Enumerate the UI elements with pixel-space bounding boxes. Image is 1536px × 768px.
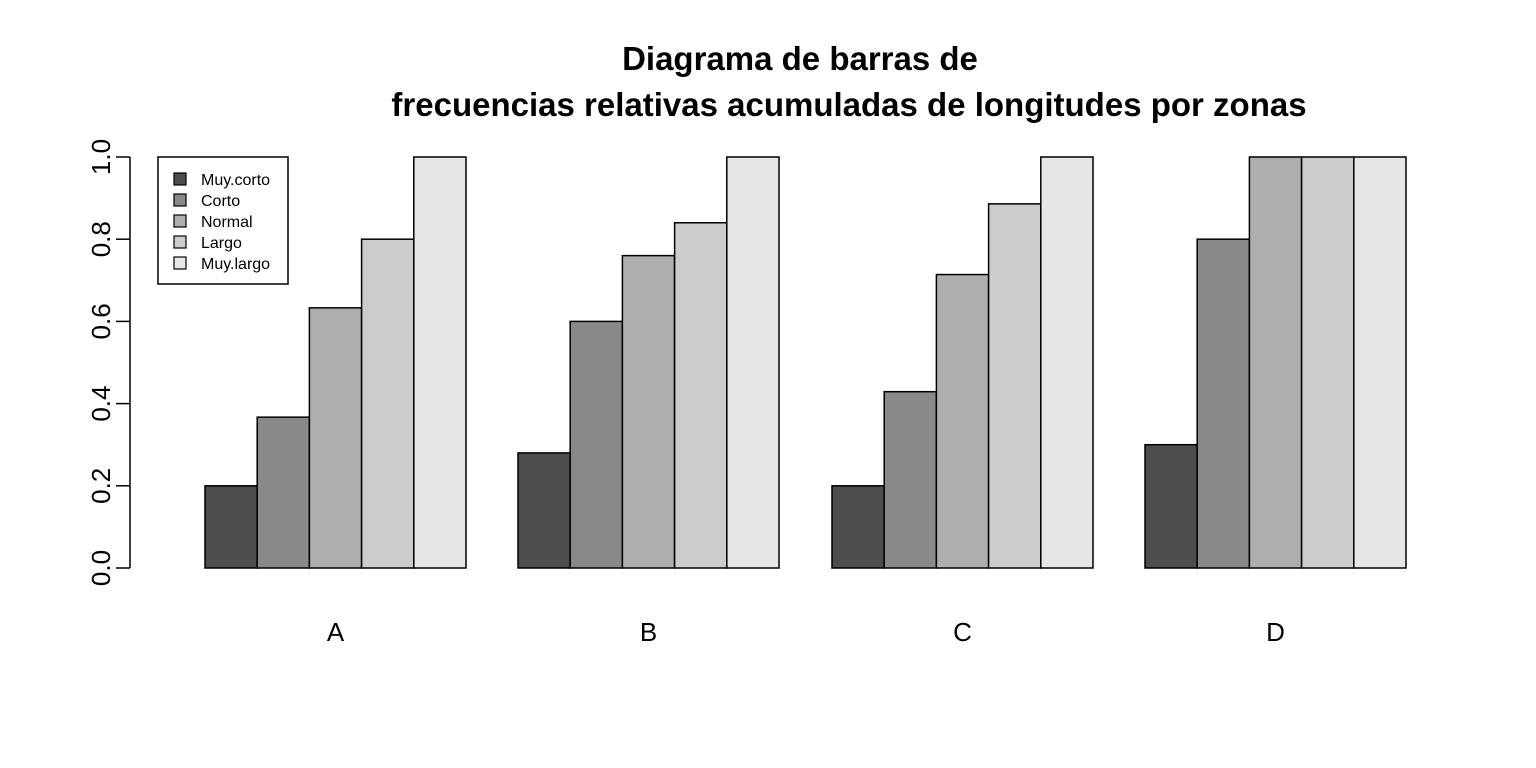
chart-title-line-2: frecuencias relativas acumuladas de long… xyxy=(391,86,1306,123)
bar-A-Largo xyxy=(360,238,415,569)
bar-D-Largo xyxy=(1300,156,1355,569)
bar-D-Muy.largo xyxy=(1353,156,1407,569)
legend: Muy.corto Corto Normal Largo Muy.largo xyxy=(157,156,289,285)
bar-C-Normal xyxy=(935,273,990,569)
category-label: D xyxy=(1266,617,1285,647)
legend-swatch xyxy=(173,193,187,207)
y-tick-label: 0.6 xyxy=(86,303,116,339)
y-tick-label: 0.2 xyxy=(86,468,116,504)
legend-label: Normal xyxy=(201,214,253,231)
bar-A-Muy.largo xyxy=(413,156,467,569)
bar-B-Corto xyxy=(569,320,624,569)
legend-swatch xyxy=(173,235,187,249)
category-label: C xyxy=(953,617,972,647)
legend-label: Largo xyxy=(201,235,242,252)
chart-title-line-1: Diagrama de barras de xyxy=(622,40,978,77)
legend-swatch xyxy=(173,172,187,186)
category-labels: A B C D xyxy=(327,617,1285,647)
y-axis: 0.0 0.2 0.4 0.6 0.8 1.0 xyxy=(86,139,131,586)
bar-C-Largo xyxy=(987,203,1042,569)
bar-D-Corto xyxy=(1196,238,1251,569)
category-label: B xyxy=(640,617,657,647)
bar-A-Corto xyxy=(256,416,311,569)
bar-B-Largo xyxy=(673,222,728,569)
legend-label: Muy.largo xyxy=(201,256,270,273)
bar-D-Normal xyxy=(1248,156,1303,569)
bar-C-Muy.largo xyxy=(1040,156,1094,569)
bar-B-Muy.corto xyxy=(517,452,571,569)
bar-C-Muy.corto xyxy=(831,485,885,569)
bar-B-Muy.largo xyxy=(726,156,780,569)
bars-group xyxy=(204,156,1407,569)
y-tick-label: 0.0 xyxy=(86,550,116,586)
bar-C-Corto xyxy=(883,390,938,569)
legend-swatch xyxy=(173,256,187,270)
bar-A-Muy.corto xyxy=(204,485,258,569)
legend-swatch xyxy=(173,214,187,228)
bar-B-Normal xyxy=(621,254,676,569)
bar-D-Muy.corto xyxy=(1144,443,1198,569)
legend-label: Muy.corto xyxy=(201,172,270,189)
bar-A-Normal xyxy=(308,307,363,569)
y-tick-label: 1.0 xyxy=(86,139,116,175)
y-tick-label: 0.8 xyxy=(86,221,116,257)
y-tick-label: 0.4 xyxy=(86,386,116,422)
legend-label: Corto xyxy=(201,193,240,210)
category-label: A xyxy=(327,617,345,647)
